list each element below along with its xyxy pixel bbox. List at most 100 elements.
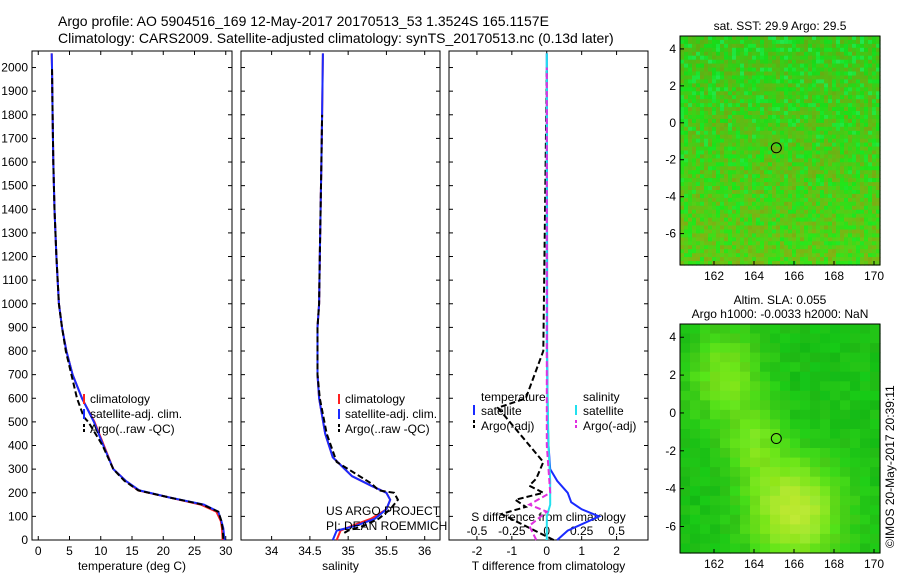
heatmap-cell	[784, 75, 789, 80]
heatmap-cell	[796, 103, 801, 108]
heatmap-cell	[864, 115, 869, 120]
heatmap-cell	[810, 419, 821, 430]
heatmap-cell	[710, 543, 721, 554]
heatmap-cell	[760, 205, 765, 211]
heatmap-cell	[756, 205, 761, 211]
heatmap-cell	[864, 170, 869, 175]
heatmap-cell	[864, 257, 869, 262]
heatmap-cell	[840, 371, 851, 382]
heatmap-cell	[710, 429, 721, 440]
legend-label: satellite-adj. clim.	[90, 407, 182, 421]
heatmap-cell	[848, 87, 853, 92]
heatmap-cell	[720, 118, 725, 124]
heatmap-cell	[852, 249, 857, 254]
heatmap-cell	[836, 126, 841, 132]
heatmap-cell	[808, 221, 813, 227]
heatmap-cell	[864, 138, 869, 144]
heatmap-cell	[876, 107, 881, 112]
heatmap-cell	[744, 225, 749, 230]
heatmap-cell	[844, 154, 849, 159]
heatmap-cell	[852, 186, 857, 191]
map-title: Argo h1000: -0.0033 h2000: NaN	[692, 307, 869, 321]
heatmap-cell	[748, 146, 753, 152]
heatmap-cell	[748, 221, 753, 227]
heatmap-cell	[800, 533, 811, 544]
heatmap-cell	[836, 245, 841, 250]
heatmap-cell	[696, 142, 701, 148]
heatmap-cell	[708, 71, 713, 76]
heatmap-cell	[830, 429, 841, 440]
heatmap-cell	[808, 249, 813, 254]
heatmap-cell	[868, 162, 873, 167]
heatmap-cell	[796, 217, 801, 223]
heatmap-cell	[820, 438, 831, 449]
heatmap-cell	[788, 111, 793, 116]
heatmap-cell	[770, 381, 781, 392]
heatmap-cell	[684, 150, 689, 155]
heatmap-cell	[800, 126, 805, 132]
heatmap-cell	[752, 193, 757, 199]
heatmap-cell	[828, 182, 833, 187]
heatmap-cell	[708, 63, 713, 69]
heatmap-cell	[724, 36, 729, 41]
heatmap-cell	[860, 71, 865, 76]
heatmap-cell	[768, 182, 773, 187]
heatmap-cell	[860, 107, 865, 112]
heatmap-cell	[748, 166, 753, 171]
y-tick-label: 500	[8, 415, 28, 429]
heatmap-cell	[872, 39, 877, 45]
heatmap-cell	[732, 217, 737, 223]
heatmap-cell	[768, 261, 773, 266]
heatmap-cell	[760, 166, 765, 171]
heatmap-cell	[788, 174, 793, 179]
heatmap-cell	[744, 142, 749, 148]
heatmap-cell	[748, 87, 753, 92]
heatmap-cell	[748, 174, 753, 179]
heatmap-cell	[696, 174, 701, 179]
heatmap-cell	[732, 122, 737, 128]
heatmap-cell	[820, 43, 825, 49]
heatmap-cell	[784, 59, 789, 65]
heatmap-cell	[770, 419, 781, 430]
heatmap-cell	[728, 201, 733, 207]
heatmap-cell	[768, 146, 773, 152]
heatmap-cell	[820, 178, 825, 183]
heatmap-cell	[752, 91, 757, 96]
heatmap-cell	[792, 217, 797, 223]
heatmap-cell	[872, 36, 877, 41]
heatmap-cell	[792, 115, 797, 120]
heatmap-cell	[820, 103, 825, 108]
heatmap-cell	[804, 115, 809, 120]
heatmap-cell	[836, 233, 841, 238]
heatmap-cell	[724, 59, 729, 65]
heatmap-cell	[712, 205, 717, 211]
heatmap-cell	[856, 75, 861, 80]
heatmap-cell	[808, 146, 813, 152]
heatmap-cell	[812, 197, 817, 203]
heatmap-cell	[684, 138, 689, 144]
heatmap-cell	[692, 130, 697, 136]
heatmap-cell	[752, 257, 757, 262]
heatmap-cell	[728, 197, 733, 203]
heatmap-cell	[832, 162, 837, 167]
heatmap-cell	[820, 362, 831, 373]
heatmap-cell	[836, 138, 841, 144]
heatmap-cell	[748, 201, 753, 207]
heatmap-cell	[752, 126, 757, 132]
heatmap-cell	[756, 55, 761, 61]
heatmap-cell	[876, 71, 881, 76]
heatmap-cell	[768, 75, 773, 80]
heatmap-cell	[844, 83, 849, 88]
heatmap-cell	[844, 186, 849, 191]
heatmap-cell	[684, 193, 689, 199]
heatmap-cell	[800, 150, 805, 155]
heatmap-cell	[832, 130, 837, 136]
heatmap-cell	[728, 170, 733, 175]
heatmap-cell	[860, 261, 865, 266]
legend-label: satellite-adj. clim.	[345, 407, 437, 421]
heatmap-cell	[724, 166, 729, 171]
heatmap-cell	[792, 205, 797, 211]
heatmap-cell	[764, 225, 769, 230]
heatmap-cell	[856, 55, 861, 61]
heatmap-cell	[772, 209, 777, 215]
